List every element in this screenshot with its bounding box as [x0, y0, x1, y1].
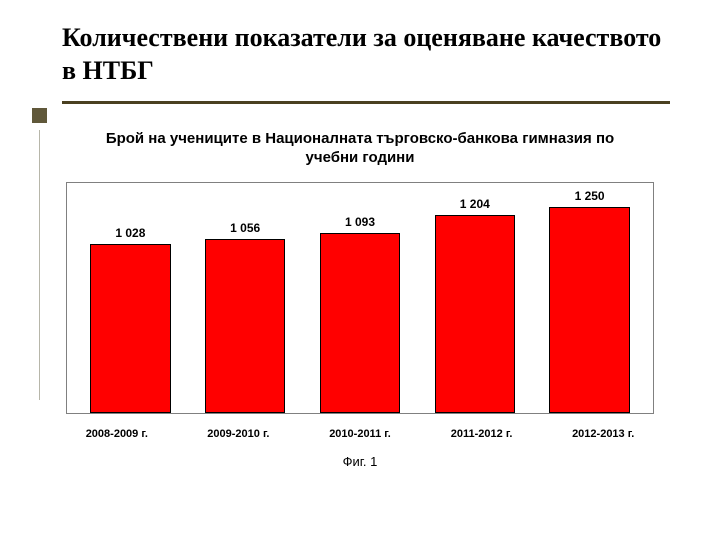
- chart-container: Брой на учениците в Националната търговс…: [50, 122, 670, 440]
- figure-caption: Фиг. 1: [0, 454, 720, 469]
- bar-value-label: 1 204: [460, 197, 490, 211]
- decor-square-icon: [32, 108, 47, 123]
- bar-slot: 1 056: [188, 183, 303, 413]
- x-axis-label: 2012-2013 г.: [542, 428, 664, 440]
- bar-value-label: 1 028: [115, 226, 145, 240]
- bar: [435, 215, 515, 413]
- chart-frame: 1 028 1 056 1 093 1 204 1 250: [66, 182, 654, 414]
- bar-slot: 1 093: [303, 183, 418, 413]
- bar-slot: 1 250: [532, 183, 647, 413]
- bar-value-label: 1 093: [345, 215, 375, 229]
- slide-title: Количествени показатели за оценяване кач…: [62, 22, 670, 87]
- x-axis-label: 2008-2009 г.: [56, 428, 178, 440]
- bar-slot: 1 204: [417, 183, 532, 413]
- chart-title: Брой на учениците в Националната търговс…: [50, 130, 670, 182]
- x-axis-label: 2009-2010 г.: [178, 428, 300, 440]
- title-area: Количествени показатели за оценяване кач…: [0, 0, 720, 95]
- bar-value-label: 1 250: [575, 189, 605, 203]
- slide: Количествени показатели за оценяване кач…: [0, 0, 720, 540]
- title-underline: [62, 101, 670, 104]
- decor-vertical-line: [39, 130, 40, 400]
- bars-row: 1 028 1 056 1 093 1 204 1 250: [67, 183, 653, 413]
- bar: [205, 239, 285, 412]
- bar: [320, 233, 400, 413]
- bar-value-label: 1 056: [230, 221, 260, 235]
- bar-slot: 1 028: [73, 183, 188, 413]
- x-axis-label: 2010-2011 г.: [299, 428, 421, 440]
- x-axis: 2008-2009 г.2009-2010 г.2010-2011 г.2011…: [50, 422, 670, 440]
- plot-area: 1 028 1 056 1 093 1 204 1 250: [67, 183, 653, 413]
- bar: [549, 207, 629, 412]
- x-axis-label: 2011-2012 г.: [421, 428, 543, 440]
- bar: [90, 244, 170, 413]
